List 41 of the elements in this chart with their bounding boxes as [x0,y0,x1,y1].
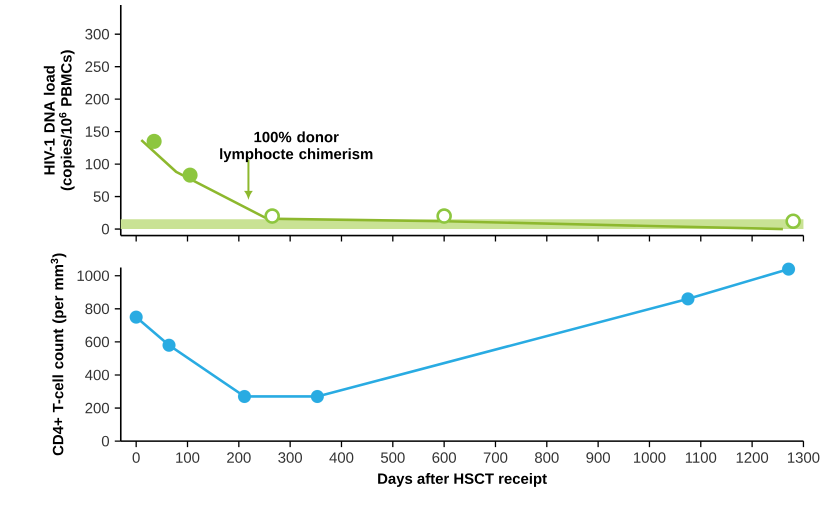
y-tick-label: 200 [85,402,110,414]
point [264,208,280,224]
x-tick-label: 100 [176,452,200,463]
annotation: 100% donor lymphocte chimerism [220,131,372,162]
x-tick-label: 1100 [686,452,716,463]
point [785,213,801,230]
point [681,292,694,306]
point [782,262,796,276]
x-tick-label: 1000 [634,452,666,463]
point [162,338,176,352]
point [182,168,198,183]
x-tick-label: 1300 [788,452,820,463]
x-axis-title: Days after HSCT receipt [378,472,547,487]
y-tick-label: 100 [86,158,110,170]
y-tick-label: 300 [85,28,110,40]
y-tick-label: 600 [85,336,110,348]
point [238,390,252,404]
y-tick-label: 0 [102,224,110,234]
x-tick-label: 700 [484,452,508,463]
point [310,390,324,404]
x-tick-label: 600 [432,452,456,463]
y-tick-label: 0 [102,436,110,446]
x-tick-label: 500 [380,452,405,463]
y-tick-label: 50 [94,191,110,202]
y-tick-label: 400 [85,370,110,380]
y-tick-label: 1000 [78,270,110,282]
x-tick-label: 900 [586,452,610,463]
y-tick-label: 800 [85,304,110,314]
point [130,310,143,324]
y-tick-label: 250 [85,61,110,72]
y-axis-title: CD4+ T-cell count (per mm$^{3}$) [50,253,66,456]
y-tick-label: 200 [85,94,110,104]
x-tick-label: 1200 [736,452,768,463]
x-tick-label: 800 [535,452,559,463]
y-tick-label: 150 [86,126,110,137]
x-tick-label: 0 [132,452,140,463]
x-tick-label: 400 [329,452,354,463]
point [146,134,162,149]
point [436,208,452,224]
x-tick-label: 200 [227,452,251,463]
x-tick-label: 300 [278,452,302,463]
